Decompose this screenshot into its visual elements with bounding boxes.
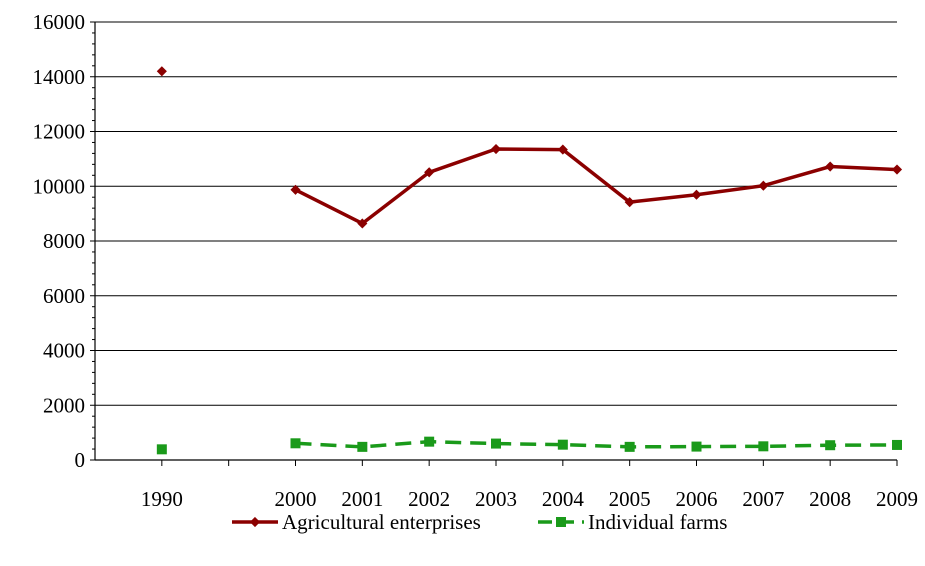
data-point	[825, 161, 836, 172]
x-tick-label: 2005	[609, 487, 651, 511]
legend-item-agricultural-enterprises: Agricultural enterprises	[232, 510, 481, 534]
legend-item-individual-farms: Individual farms	[538, 510, 727, 534]
x-tick-label: 2002	[408, 487, 450, 511]
legend: Agricultural enterprises Individual farms	[232, 510, 727, 534]
y-tick-label: 2000	[43, 393, 85, 417]
data-point	[491, 438, 501, 449]
data-point	[624, 197, 635, 208]
series-line	[294, 147, 898, 226]
axes	[90, 21, 898, 466]
data-point	[357, 218, 368, 229]
data-point	[557, 144, 568, 155]
y-tick-label: 10000	[33, 174, 86, 198]
legend-label: Agricultural enterprises	[282, 510, 481, 534]
y-tick-label: 0	[75, 448, 86, 472]
x-tick-label: 2000	[275, 487, 317, 511]
y-tick-label: 6000	[43, 284, 85, 308]
x-tick-label: 2009	[876, 487, 918, 511]
y-axis-tick-labels: 0 2000 4000 6000 8000 10000 12000 14000 16000	[33, 10, 86, 472]
data-point	[758, 180, 769, 191]
data-series	[156, 66, 903, 455]
x-tick-label: 1990	[141, 487, 183, 511]
data-point	[424, 167, 435, 178]
y-tick-label: 8000	[43, 229, 85, 253]
gridlines	[95, 21, 897, 406]
data-point	[758, 441, 769, 452]
x-tick-label: 2004	[542, 487, 585, 511]
data-point	[557, 439, 568, 450]
y-tick-label: 12000	[33, 120, 86, 144]
data-point	[624, 441, 635, 452]
y-tick-label: 4000	[43, 339, 85, 363]
x-tick-label: 2006	[676, 487, 718, 511]
data-point	[891, 164, 903, 175]
x-axis-tick-labels: 1990 2000 2001 2002 2003 2004 2005 2006 2007 2008…	[141, 487, 918, 511]
data-point	[290, 438, 301, 449]
data-point	[290, 184, 301, 195]
y-tick-label: 14000	[33, 65, 86, 89]
x-tick-label: 2003	[475, 487, 517, 511]
data-point	[892, 439, 902, 450]
data-point	[357, 441, 368, 452]
series-individual-farms	[156, 436, 902, 455]
data-point	[691, 441, 702, 452]
data-point	[249, 516, 261, 528]
data-point	[490, 143, 502, 155]
x-tick-label: 2007	[742, 487, 784, 511]
x-tick-label: 2001	[341, 487, 383, 511]
data-point	[156, 444, 167, 455]
data-point	[556, 517, 566, 527]
series-agricultural-enterprises	[156, 66, 903, 229]
x-tick-label: 2008	[809, 487, 851, 511]
data-point	[825, 440, 836, 451]
y-tick-label: 16000	[33, 10, 86, 34]
legend-label: Individual farms	[588, 510, 727, 534]
series-line	[295, 439, 898, 449]
data-point	[156, 66, 167, 77]
data-point	[424, 436, 435, 447]
data-point	[691, 189, 702, 200]
